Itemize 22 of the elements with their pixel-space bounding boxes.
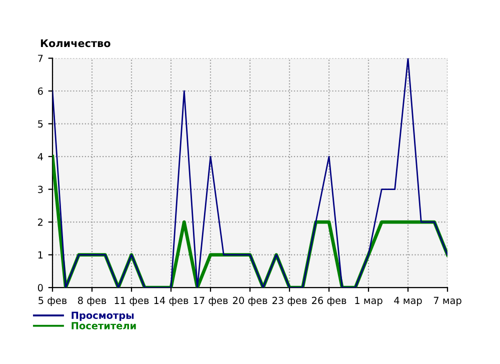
x-tick-label: 23 фев [272,296,307,306]
y-tick-label: 2 [38,218,42,226]
x-tick-label: 17 фев [194,296,228,306]
x-tick-label: 7 мар [434,296,462,306]
legend-label: Просмотры [72,312,134,321]
x-tick-label: 8 фев [78,296,106,306]
x-tick-label: 11 фев [114,296,149,306]
x-tick-label: 20 фев [232,296,268,306]
y-tick-label: 6 [38,87,43,95]
y-tick-label: 0 [38,284,43,292]
legend-label: Посетители [72,322,136,330]
x-tick-label: 1 мар [355,296,382,306]
x-tick-label: 5 фев [38,296,67,306]
y-tick-label: 3 [38,186,43,194]
x-tick-label: 4 мар [394,296,422,306]
y-tick-label: 4 [38,153,43,160]
y-tick-label: 1 [38,251,43,258]
y-axis-title: Количество [40,39,110,48]
x-tick-label: 26 фев [312,296,346,306]
y-tick-label: 7 [38,54,43,62]
y-tick-label: 5 [38,120,43,128]
x-tick-label: 14 фев [154,296,188,306]
